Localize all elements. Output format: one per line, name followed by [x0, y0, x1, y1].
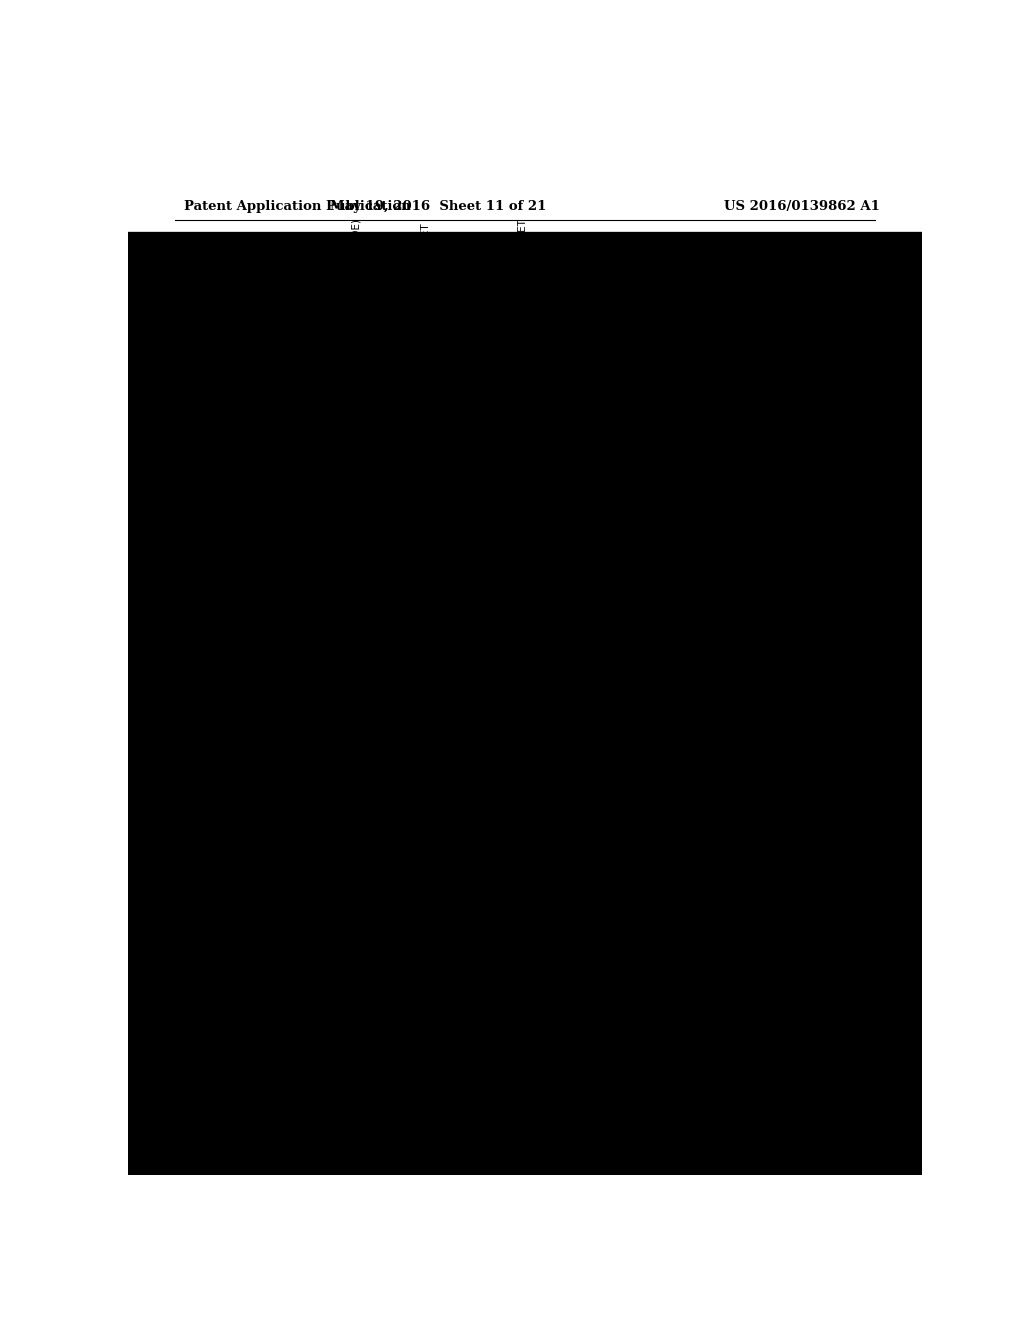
- Text: 6, 7, 8: 6, 7, 8: [414, 440, 427, 478]
- FancyBboxPatch shape: [181, 758, 253, 799]
- Text: 1, 2, 3, 4: 1, 2, 3, 4: [511, 467, 524, 520]
- Text: 1: 1: [344, 313, 357, 321]
- Text: 8: 8: [344, 561, 357, 569]
- Text: PROCESS
START: PROCESS START: [193, 768, 242, 788]
- Text: 7: 7: [344, 525, 357, 533]
- Text: YES: YES: [655, 834, 675, 843]
- Text: CORE NO.
ON SAME SOCKET: CORE NO. ON SAME SOCKET: [410, 223, 431, 317]
- Text: REQUEST ASSISTANCE: REQUEST ASSISTANCE: [571, 721, 581, 837]
- Text: YES: YES: [454, 763, 473, 774]
- Text: 5, 6, 7, 8: 5, 6, 7, 8: [511, 397, 524, 449]
- FancyBboxPatch shape: [728, 758, 799, 799]
- Polygon shape: [655, 734, 701, 822]
- Text: 5, 6, 7, 8: 5, 6, 7, 8: [511, 326, 524, 379]
- Bar: [493, 733, 522, 825]
- Text: 5, 7, 8: 5, 7, 8: [414, 475, 427, 512]
- Text: 5: 5: [344, 454, 357, 463]
- Text: 5, 6, 7: 5, 6, 7: [414, 546, 427, 583]
- Text: PROCESS
END: PROCESS END: [753, 754, 774, 803]
- Text: ~S17: ~S17: [555, 826, 565, 855]
- Text: S16: S16: [682, 714, 702, 725]
- Bar: [268, 733, 298, 825]
- Text: PROCESS
CONTINUED?: PROCESS CONTINUED?: [668, 744, 689, 812]
- Text: 1, 2, 4: 1, 2, 4: [414, 370, 427, 407]
- Text: OBTAIN CPU CONFIGURATION
INFORMATION: OBTAIN CPU CONFIGURATION INFORMATION: [272, 702, 294, 854]
- Text: 1, 2, 3: 1, 2, 3: [414, 405, 427, 442]
- Bar: [561, 733, 591, 825]
- Text: FIG. 11B: FIG. 11B: [242, 403, 340, 422]
- Text: CORE NO.
(START POINT SIDE): CORE NO. (START POINT SIDE): [340, 219, 361, 322]
- Text: 5, 6, 7, 8: 5, 6, 7, 8: [511, 290, 524, 343]
- Text: ~: ~: [667, 711, 677, 725]
- Text: PERFORM NORMAL
PROCESS: PERFORM NORMAL PROCESS: [559, 849, 581, 946]
- Text: US 2016/0139862 A1: US 2016/0139862 A1: [724, 199, 881, 213]
- Text: 5, 6, 7, 8: 5, 6, 7, 8: [511, 362, 524, 414]
- Text: GRASP LOAD LEVEL: GRASP LOAD LEVEL: [503, 727, 513, 829]
- Text: 4: 4: [344, 420, 357, 428]
- Text: NO: NO: [703, 763, 719, 774]
- Text: CORE NO. ON
DIFFERENT SOCKET: CORE NO. ON DIFFERENT SOCKET: [507, 219, 528, 321]
- Text: NO: NO: [404, 829, 421, 838]
- Text: 6: 6: [344, 490, 357, 498]
- Bar: [555, 863, 585, 932]
- Bar: [342, 733, 372, 825]
- Text: ~S11: ~S11: [268, 694, 279, 723]
- Text: 1, 3, 4: 1, 3, 4: [414, 334, 427, 371]
- Text: HEAVY PAGE?: HEAVY PAGE?: [424, 743, 434, 813]
- Text: 1, 2, 3, 4: 1, 2, 3, 4: [511, 539, 524, 591]
- Text: ~S15: ~S15: [561, 694, 571, 723]
- Text: FIG. 11A: FIG. 11A: [191, 635, 291, 655]
- Text: 1, 2, 3, 4: 1, 2, 3, 4: [511, 503, 524, 556]
- Text: 2, 3, 4: 2, 3, 4: [414, 298, 427, 335]
- Text: May 19, 2016  Sheet 11 of 21: May 19, 2016 Sheet 11 of 21: [330, 199, 546, 213]
- Text: 1, 2, 3, 4: 1, 2, 3, 4: [511, 433, 524, 484]
- Text: 2: 2: [344, 348, 357, 356]
- Text: ~S12: ~S12: [342, 694, 352, 723]
- Polygon shape: [406, 734, 452, 822]
- Text: PERFORM PAGE PROCESS: PERFORM PAGE PROCESS: [351, 711, 361, 845]
- Text: ~S14: ~S14: [493, 694, 503, 723]
- Text: ~S13: ~S13: [432, 714, 461, 725]
- Text: 3: 3: [344, 384, 357, 392]
- Text: Patent Application Publication: Patent Application Publication: [183, 199, 411, 213]
- Text: 5, 6, 8: 5, 6, 8: [414, 511, 427, 548]
